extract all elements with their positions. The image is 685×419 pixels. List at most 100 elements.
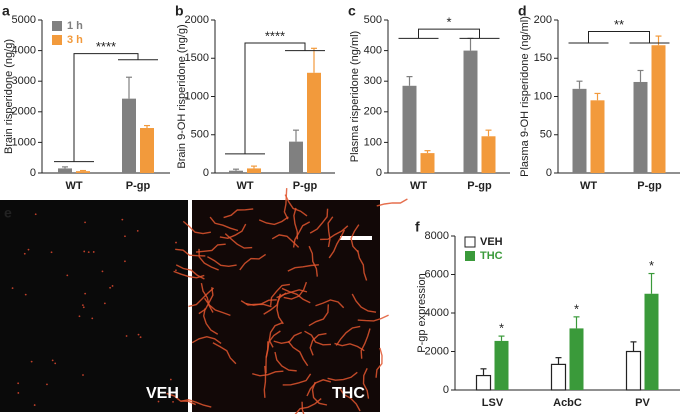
significance: * [574, 301, 579, 316]
vessel [263, 365, 267, 398]
vessel [173, 270, 205, 279]
significance: **** [265, 28, 285, 43]
bar [463, 50, 478, 173]
speck [124, 260, 126, 263]
panel-label: b [175, 3, 184, 19]
bar [420, 153, 435, 173]
x-tick-label: P-gp [293, 180, 318, 192]
speck [175, 269, 177, 272]
bar [494, 340, 509, 390]
speck [23, 252, 26, 255]
speck [50, 251, 53, 254]
x-tick-label: P-gp [126, 180, 151, 192]
vessel [304, 330, 332, 346]
vessel [180, 398, 212, 408]
vessel [219, 223, 247, 240]
micrograph-veh [0, 200, 188, 412]
y-tick-label: 500 [364, 14, 382, 26]
vessel [311, 381, 328, 406]
speck [92, 251, 95, 253]
speck [91, 317, 94, 320]
speck [27, 248, 30, 251]
bar [58, 168, 72, 173]
bar [76, 171, 90, 173]
vessel [287, 264, 319, 272]
bar [481, 136, 496, 173]
y-tick-label: 4000 [12, 45, 36, 57]
vessel [309, 208, 329, 234]
y-tick-label: 1500 [185, 52, 209, 64]
bar [140, 128, 154, 173]
x-tick-label: WT [410, 180, 427, 192]
y-tick-label: 0 [546, 167, 552, 179]
panel-label: e [4, 205, 12, 221]
image-label: VEH [146, 385, 179, 402]
speck [83, 250, 86, 253]
vessel [351, 293, 377, 313]
y-tick-label: 8000 [425, 230, 449, 242]
micrograph-thc [192, 200, 380, 412]
y-tick-label: 0 [30, 167, 36, 179]
x-tick-label: AcbC [553, 397, 582, 409]
significance: * [446, 15, 451, 30]
y-tick-label: 2000 [185, 14, 209, 26]
vessel [315, 299, 345, 309]
vessel [281, 287, 311, 304]
y-tick-label: 1000 [12, 136, 36, 148]
y-tick-label: 3000 [12, 75, 36, 87]
speck [84, 221, 86, 224]
speck [103, 302, 106, 305]
y-tick-label: 200 [364, 106, 382, 118]
bar [572, 88, 587, 173]
vessel [258, 216, 289, 226]
vessel [166, 392, 196, 406]
vessel [239, 253, 267, 271]
vessel [200, 282, 214, 313]
speck [82, 374, 84, 376]
vessel [198, 248, 219, 271]
vessel [182, 220, 211, 235]
vessel [198, 287, 214, 315]
vessel [328, 229, 346, 259]
vessel [282, 373, 312, 386]
y-tick-label: 2000 [425, 345, 449, 357]
x-tick-label: P-gp [467, 180, 492, 192]
vessel [240, 300, 272, 308]
vessel [309, 332, 327, 356]
speck [139, 336, 142, 339]
vessel [356, 250, 368, 281]
image-label: THC [332, 385, 365, 402]
y-tick-label: 5000 [12, 14, 36, 26]
vessel [195, 243, 226, 253]
legend-label: VEH [480, 236, 503, 248]
y-tick-label: 0 [443, 384, 449, 396]
vessel [335, 325, 361, 346]
panel-label: f [415, 219, 420, 235]
y-tick-label: 500 [191, 129, 209, 141]
vessel [327, 216, 334, 248]
speck [136, 229, 139, 232]
y-tick-label: 100 [534, 90, 552, 102]
vessel [294, 398, 322, 416]
vessel [268, 322, 283, 348]
vessel [223, 208, 254, 219]
panel-label: c [348, 3, 356, 19]
vessel [191, 335, 222, 344]
vessel [375, 347, 383, 378]
panel-label: d [518, 3, 527, 19]
x-tick-label: WT [65, 180, 82, 192]
vessel [273, 331, 302, 345]
x-tick-label: PV [635, 397, 650, 409]
y-axis-label: Brain risperidone (ng/g) [3, 39, 15, 154]
vessel [212, 342, 237, 365]
vessel [360, 328, 371, 359]
y-tick-label: 50 [540, 129, 552, 141]
legend-swatch [464, 236, 476, 248]
vessel [209, 216, 239, 232]
y-tick-label: 6000 [425, 268, 449, 280]
speck [157, 400, 160, 403]
vessel [334, 342, 365, 352]
y-axis-label: Brain 9-OH risperidone (ng/g) [176, 24, 188, 168]
speck [109, 286, 111, 289]
vessel [306, 379, 332, 397]
